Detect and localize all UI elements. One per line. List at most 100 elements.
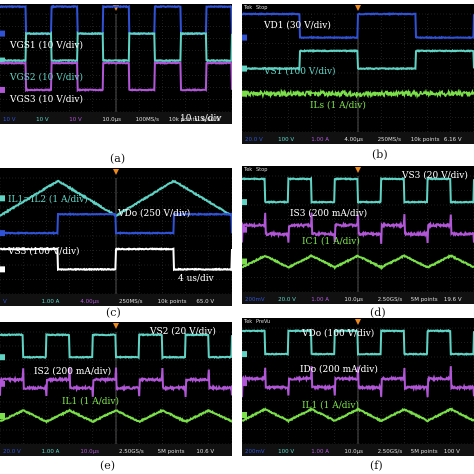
channel-marker-c-3 xyxy=(0,266,5,273)
trace-label-c-2: VDo (250 V/div) xyxy=(118,209,191,219)
footer-value-a-3: 10 V xyxy=(69,117,82,123)
footer-value-c-4: 250MS/s xyxy=(119,299,143,305)
footer-value-f-5: 2.50GS/s xyxy=(378,449,403,455)
scope-footer-c xyxy=(0,294,232,306)
footer-value-d-6: 5M points xyxy=(411,297,438,303)
channel-marker-c-2 xyxy=(0,230,5,237)
footer-value-b-4: 4.00μs xyxy=(344,137,363,143)
trace-label-d-3: IC1 (1 A/div) xyxy=(302,237,360,247)
trigger-marker-b xyxy=(355,5,361,11)
scope-screen-a: 10 V 10 V 10 V 10.0μs 100MS/s 10k points 6.60 … xyxy=(0,4,232,124)
waveform-plot-a: 10 V 10 V 10 V 10.0μs 100MS/s 10k points 6.60 … xyxy=(0,4,232,124)
footer-value-d-2: 20.0 V xyxy=(278,297,296,303)
scope-mode-d: Stop xyxy=(256,167,268,173)
trace-label-f-1: VDo (100 V/div) xyxy=(302,329,375,339)
trace-a-2 xyxy=(0,30,232,63)
footer-value-e-5: 5M points xyxy=(158,449,185,455)
footer-value-a-7: 6.60 V xyxy=(202,117,220,123)
trace-label-a-3: VGS3 (10 V/div) xyxy=(10,95,84,105)
footer-value-a-2: 10 V xyxy=(36,117,49,123)
footer-value-d-7: 19.6 V xyxy=(444,297,462,303)
waveform-plot-b: 20.0 V 100 V 1.00 A 4.00μs 250MS/s 10k points… xyxy=(242,5,474,144)
scope-footer-e xyxy=(0,444,232,456)
footer-value-b-1: 20.0 V xyxy=(245,137,263,143)
trace-e-1 xyxy=(0,331,232,361)
trace-f-2 xyxy=(242,366,474,398)
caption-d: (d) xyxy=(370,306,386,319)
scope-mode-b: Stop xyxy=(256,5,268,11)
scope-screen-f: 200mV 100 V 1.00 A 10.0μs 2.50GS/s 5M points 1… xyxy=(242,318,474,456)
footer-value-a-6: 10k points xyxy=(169,117,198,123)
trace-d-3 xyxy=(242,253,474,271)
channel-marker-e-1 xyxy=(0,354,5,361)
trace-e-2 xyxy=(0,367,232,398)
footer-value-f-7: 100 V xyxy=(444,449,460,455)
channel-marker-a-2 xyxy=(0,57,5,64)
trace-label-b-1: VD1 (30 V/div) xyxy=(264,21,331,31)
scope-footer-f xyxy=(242,444,474,456)
caption-b: (b) xyxy=(372,148,388,161)
trace-d-1 xyxy=(242,176,474,205)
waveform-plot-d: 200mV 20.0 V 1.00 A 10.0μs 2.50GS/s 5M points… xyxy=(242,167,474,304)
footer-value-e-1: 20.0 V xyxy=(3,449,21,455)
footer-value-a-1: 10 V xyxy=(3,117,16,123)
footer-value-a-5: 100MS/s xyxy=(136,117,160,123)
trace-label-e-2: IS2 (200 mA/div) xyxy=(34,367,112,377)
channel-marker-c-1 xyxy=(0,195,5,202)
channel-marker-d-3 xyxy=(242,258,247,265)
scope-screen-b: 20.0 V 100 V 1.00 A 4.00μs 250MS/s 10k points… xyxy=(242,4,474,144)
trace-label-d-1: VS3 (20 V/div) xyxy=(402,171,468,181)
waveform-plot-f: 200mV 100 V 1.00 A 10.0μs 2.50GS/s 5M points 1… xyxy=(242,319,474,456)
footer-value-f-4: 10.0μs xyxy=(344,449,363,455)
channel-marker-f-1 xyxy=(242,351,247,358)
footer-value-d-5: 2.50GS/s xyxy=(378,297,403,303)
trace-label-a-1: VGS1 (10 V/div) xyxy=(10,41,84,51)
graticule-c xyxy=(0,169,232,295)
trace-c-2 xyxy=(0,212,232,236)
trace-label-e-3: IL1 (1 A/div) xyxy=(62,397,119,407)
time-div-c: 4 us/div xyxy=(178,274,214,284)
footer-value-b-3: 1.00 A xyxy=(311,137,329,143)
footer-value-f-1: 200mV xyxy=(245,449,265,455)
trace-label-b-3: ILs (1 A/div) xyxy=(310,101,366,111)
trace-label-b-2: VS1 (100 V/div) xyxy=(264,67,336,77)
footer-value-d-1: 200mV xyxy=(245,297,265,303)
trigger-marker-d xyxy=(355,167,361,173)
trace-c-3 xyxy=(0,247,232,272)
trace-a-3 xyxy=(0,60,232,93)
channel-marker-d-2 xyxy=(242,226,247,233)
footer-value-f-6: 5M points xyxy=(411,449,438,455)
trace-b-2 xyxy=(242,48,474,71)
footer-value-a-4: 10.0μs xyxy=(102,117,121,123)
trigger-marker-f xyxy=(355,319,361,325)
trace-b-3 xyxy=(242,88,474,100)
trace-label-f-2: IDo (200 mA/div) xyxy=(300,365,378,375)
trace-label-c-1: IL1=IL2 (1 A/div) xyxy=(8,195,88,205)
footer-value-e-2: 1.00 A xyxy=(42,449,60,455)
footer-value-f-3: 1.00 A xyxy=(311,449,329,455)
channel-marker-f-3 xyxy=(242,412,247,418)
footer-value-d-4: 10.0μs xyxy=(344,297,363,303)
caption-e: (e) xyxy=(100,459,116,472)
trace-label-e-1: VS2 (20 V/div) xyxy=(150,327,216,337)
trace-label-c-3: VS3 (100 V/div) xyxy=(8,247,80,257)
channel-marker-b-2 xyxy=(242,65,247,72)
footer-value-c-1: V xyxy=(3,299,7,305)
trace-e-3 xyxy=(0,408,232,424)
footer-value-c-3: 4.00μs xyxy=(80,299,99,305)
footer-value-b-7: 6.16 V xyxy=(444,137,462,143)
waveform-plot-e: 20.0 V 1.00 A 10.0μs 2.50GS/s 5M points 10.6 … xyxy=(0,323,232,456)
channel-marker-a-3 xyxy=(0,86,5,93)
trace-label-d-2: IS3 (200 mA/div) xyxy=(290,209,368,219)
trace-label-f-3: IL1 (1 A/div) xyxy=(302,401,359,411)
footer-value-e-4: 2.50GS/s xyxy=(119,449,144,455)
footer-value-b-5: 250MS/s xyxy=(378,137,402,143)
footer-value-b-6: 10k points xyxy=(411,137,440,143)
trigger-marker-c xyxy=(113,169,119,175)
scope-footer-d xyxy=(242,292,474,304)
footer-value-d-3: 1.00 A xyxy=(311,297,329,303)
trace-f-1 xyxy=(242,328,474,356)
channel-marker-d-1 xyxy=(242,199,247,206)
trace-label-a-2: VGS2 (10 V/div) xyxy=(10,73,84,83)
trace-f-3 xyxy=(242,407,474,424)
